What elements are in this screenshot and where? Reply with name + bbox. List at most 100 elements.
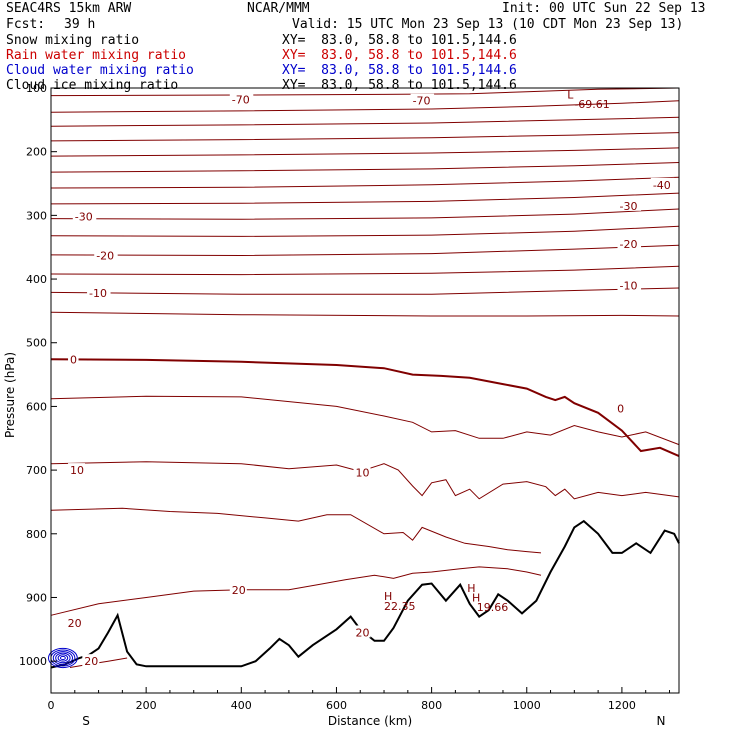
contour-label: 20 [68, 617, 82, 630]
contour-line [50, 192, 680, 205]
contour-label: -20 [620, 238, 638, 251]
cloud-water-ring [50, 649, 76, 667]
contour-line [50, 87, 680, 97]
contour-line [50, 116, 680, 127]
model-name: SEAC4RS 15km ARW [6, 1, 132, 16]
init-time: Init: 00 UTC Sun 22 Sep 13 [502, 1, 706, 16]
field-label: Rain water mixing ratio [6, 48, 187, 63]
south-label: S [82, 714, 90, 728]
contour-label: 10 [70, 464, 84, 477]
x-tick-label: 200 [136, 699, 157, 712]
y-tick-label: 100 [26, 82, 47, 95]
contour-line [50, 176, 680, 189]
contour-label: -30 [620, 200, 638, 213]
north-label: N [657, 714, 666, 728]
y-tick-label: 500 [26, 337, 47, 350]
contour-label-bg [650, 177, 675, 190]
x-tick-label: 1000 [513, 699, 541, 712]
contour-line [50, 395, 680, 446]
contour-label-bg [617, 237, 642, 250]
y-tick-label: 800 [26, 528, 47, 541]
y-tick-label: 900 [26, 591, 47, 604]
forecast-label: Fcst: [6, 17, 46, 32]
contour-label-bg [68, 352, 79, 365]
terrain-line [50, 519, 680, 669]
plot-frame [50, 87, 680, 694]
contour-label: 10 [355, 467, 369, 480]
contour-label: -30 [75, 211, 93, 224]
contour-label-bg [410, 93, 435, 106]
contour-label-bg [353, 625, 371, 638]
temperature-contours [50, 87, 680, 668]
valid-time: Valid: 15 UTC Mon 23 Sep 13 (10 CDT Mon … [292, 17, 684, 32]
cloud-water-ring [59, 655, 66, 661]
contour-label: -20 [96, 249, 114, 262]
terrain-group [50, 519, 680, 669]
contour-label-bg [617, 278, 642, 291]
extremum-annotation: H [384, 590, 392, 603]
contour-label: 20 [232, 584, 246, 597]
contour-line [50, 358, 680, 458]
contour-label-bg [87, 286, 111, 299]
y-axis-label: Pressure (hPa) [3, 352, 17, 438]
y-tick-label: 300 [26, 209, 47, 222]
contour-line [50, 147, 680, 157]
contour-label: 0 [617, 402, 624, 415]
extremum-annotation: H [472, 591, 480, 604]
contour-line [50, 208, 680, 220]
contour-label-bg [82, 654, 100, 667]
field-xy-range: XY= 83.0, 58.8 to 101.5,144.6 [282, 63, 517, 78]
field-xy-range: XY= 83.0, 58.8 to 101.5,144.6 [282, 48, 517, 63]
org-name: NCAR/MMM [247, 1, 310, 16]
contour-label-bg [94, 248, 118, 261]
contour-line [50, 265, 680, 276]
contour-line [50, 311, 680, 317]
contour-label-bg [72, 209, 97, 222]
axes: 0 200 400 600 800 1000 12001002003004005006007… [19, 82, 680, 712]
extremum-annotation: 22.35 [384, 600, 416, 613]
y-tick-label: 700 [26, 464, 47, 477]
cloud-water-ring [57, 654, 69, 662]
cloud-water-group [47, 647, 78, 669]
field-label: Snow mixing ratio [6, 33, 140, 48]
extremum-annotation: L [567, 88, 574, 101]
contour-label-bg [353, 465, 371, 478]
cloud-water-ring [52, 651, 73, 665]
x-tick-label: 600 [326, 699, 347, 712]
contour-label-bg [617, 198, 642, 211]
contour-label: -10 [89, 287, 107, 300]
contour-label: 0 [70, 353, 77, 366]
contour-line [50, 461, 680, 500]
extremum-annotation: 19.66 [477, 601, 509, 614]
x-tick-label: 0 [48, 699, 55, 712]
contour-label: 20 [84, 655, 98, 668]
contour-label-bg [615, 401, 626, 414]
contour-label: -70 [413, 95, 431, 108]
contour-line [50, 244, 680, 257]
y-tick-label: 200 [26, 146, 47, 159]
forecast-hour: 39 h [64, 17, 96, 32]
contour-line [50, 287, 680, 295]
contour-labels: -70 -70 -40 -30 -30 -20 -20 -10 -10 0 0 10 10 20 20 20 2… [65, 88, 675, 668]
contour-line [50, 162, 680, 173]
contour-line [50, 225, 680, 237]
x-axis-label: Distance (km) [328, 714, 412, 728]
contour-label-bg [68, 463, 86, 476]
cloud-water-ring [55, 652, 71, 664]
contour-line [50, 507, 542, 554]
extremum-annotation: H [467, 582, 475, 595]
field-label: Cloud ice mixing ratio [6, 78, 179, 93]
field-xy-range: XY= 83.0, 58.8 to 101.5,144.6 [282, 78, 517, 93]
field-label: Cloud water mixing ratio [6, 63, 194, 78]
y-tick-label: 600 [26, 400, 47, 413]
field-xy-range: XY= 83.0, 58.8 to 101.5,144.6 [282, 33, 517, 48]
y-tick-label: 1000 [19, 655, 47, 668]
contour-label: -40 [653, 179, 671, 192]
x-tick-label: 400 [231, 699, 252, 712]
x-tick-label: 800 [421, 699, 442, 712]
contour-label-bg [229, 92, 254, 105]
x-tick-label: 1200 [608, 699, 636, 712]
y-tick-label: 400 [26, 273, 47, 286]
contour-label-bg [229, 582, 247, 595]
